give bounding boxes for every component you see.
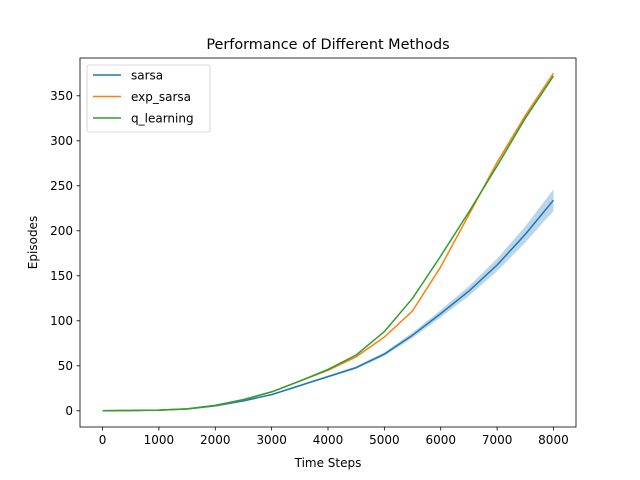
line-q-learning	[102, 75, 555, 412]
legend-label-q-learning: q_learning	[131, 111, 194, 125]
x-tick-label: 2000	[200, 433, 231, 447]
y-tick-label: 50	[58, 359, 73, 373]
band-sarsa	[102, 189, 554, 411]
x-tick-label: 3000	[256, 433, 287, 447]
legend-box	[86, 64, 211, 133]
legend-label-sarsa: sarsa	[131, 68, 163, 82]
series-lines	[102, 72, 555, 412]
x-axis-ticks: 0 1000 2000 3000 4000 5000 6000 7000 8000	[99, 427, 569, 447]
x-tick-label: 0	[99, 433, 107, 447]
x-tick-label: 6000	[425, 433, 456, 447]
y-tick-label: 200	[50, 224, 73, 238]
x-tick-label: 8000	[538, 433, 569, 447]
y-tick-label: 150	[50, 269, 73, 283]
legend: sarsa exp_sarsa q_learning	[86, 64, 211, 133]
y-tick-label: 350	[50, 89, 73, 103]
confidence-bands	[102, 189, 554, 411]
y-axis-ticks: 0 50 100 150 200 250 300 350	[50, 89, 80, 418]
y-tick-label: 0	[65, 404, 73, 418]
x-tick-label: 4000	[313, 433, 344, 447]
legend-label-exp-sarsa: exp_sarsa	[131, 90, 191, 104]
y-tick-label: 100	[50, 314, 73, 328]
x-tick-label: 7000	[482, 433, 513, 447]
y-tick-label: 250	[50, 179, 73, 193]
y-tick-label: 300	[50, 134, 73, 148]
x-tick-label: 5000	[369, 433, 400, 447]
y-axis-label: Episodes	[26, 216, 40, 269]
chart-title: Performance of Different Methods	[206, 37, 449, 53]
x-axis-label: Time Steps	[294, 456, 362, 470]
x-tick-label: 1000	[144, 433, 175, 447]
